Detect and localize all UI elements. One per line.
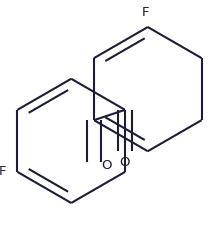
Text: F: F [0,165,7,178]
Text: F: F [142,6,149,19]
Text: O: O [101,159,112,172]
Text: O: O [120,156,130,169]
